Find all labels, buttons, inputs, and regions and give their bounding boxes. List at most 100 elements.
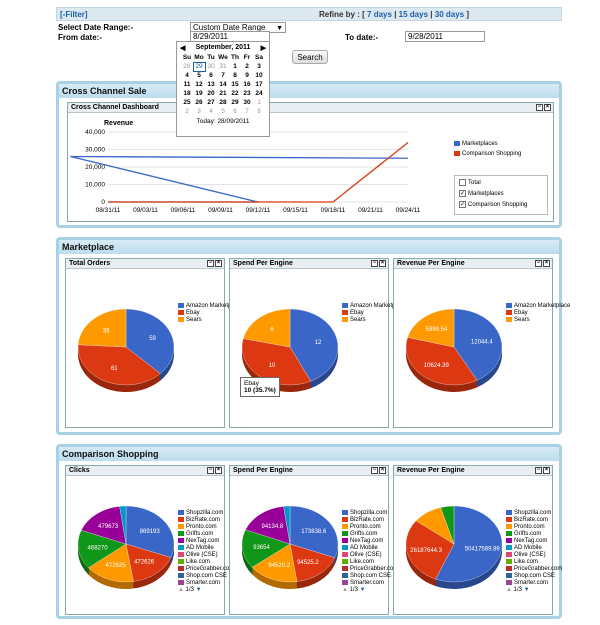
calendar-day[interactable]: 17 xyxy=(255,81,263,88)
filter-toggle-link[interactable]: [-Filter] xyxy=(60,10,88,19)
pie-slice[interactable] xyxy=(289,543,335,582)
calendar-day[interactable]: 5 xyxy=(197,72,201,80)
calendar-day[interactable]: 6 xyxy=(209,72,213,79)
pie-slice[interactable] xyxy=(81,506,127,545)
pie-slice[interactable] xyxy=(77,530,127,568)
minimize-icon[interactable]: − xyxy=(536,104,543,111)
calendar-day[interactable]: 3 xyxy=(197,108,201,115)
minimize-icon[interactable]: − xyxy=(535,467,542,474)
pie-slice[interactable] xyxy=(289,308,339,382)
calendar-day[interactable]: 23 xyxy=(243,90,251,97)
close-icon[interactable]: × xyxy=(215,260,222,267)
pie-slice[interactable] xyxy=(77,344,161,386)
calendar-day[interactable]: 1 xyxy=(233,63,237,70)
pie-slice[interactable] xyxy=(435,505,503,583)
pie-slice[interactable] xyxy=(241,338,312,386)
calendar-day[interactable]: 18 xyxy=(183,90,191,97)
calendar-day[interactable]: 27 xyxy=(207,99,215,106)
calendar-day[interactable]: 20 xyxy=(207,90,215,97)
calendar-day[interactable]: 25 xyxy=(183,99,191,106)
prev-month-icon[interactable]: ◀ xyxy=(180,45,186,52)
pie-slice[interactable] xyxy=(125,308,175,374)
calendar-day[interactable]: 9 xyxy=(245,72,249,79)
calendar-day[interactable]: 2 xyxy=(185,108,189,115)
close-icon[interactable]: × xyxy=(543,467,550,474)
calendar-day[interactable]: 7 xyxy=(245,108,249,115)
pie-slice[interactable] xyxy=(241,529,291,568)
calendar-day[interactable]: 29 xyxy=(231,99,239,106)
calendar-day[interactable]: 4 xyxy=(209,108,213,115)
calendar-day[interactable]: 6 xyxy=(233,108,237,115)
to-date-input[interactable]: 9/28/2011 xyxy=(405,31,485,42)
close-icon[interactable]: × xyxy=(215,467,222,474)
checkbox-comparison[interactable]: ✓ Comparison Shopping xyxy=(459,201,528,209)
calendar-day[interactable]: 8 xyxy=(257,108,261,115)
minimize-icon[interactable]: − xyxy=(371,467,378,474)
pie-slice[interactable] xyxy=(407,308,455,348)
calendar-day[interactable]: 15 xyxy=(231,81,239,88)
calendar-day[interactable]: 10 xyxy=(255,72,263,79)
calendar-day[interactable]: 28 xyxy=(219,99,227,106)
refine-30-days-link[interactable]: 30 days xyxy=(434,10,465,19)
pie-slice[interactable] xyxy=(125,543,172,582)
minimize-icon[interactable]: − xyxy=(371,260,378,267)
calendar-day[interactable]: 4 xyxy=(185,72,189,79)
legend-pager[interactable]: ▲ 1/3 ▼ xyxy=(178,587,202,593)
pie-slice[interactable] xyxy=(289,505,339,558)
refine-15-days-link[interactable]: 15 days xyxy=(398,10,429,19)
calendar-day[interactable]: 26 xyxy=(195,99,203,106)
minimize-icon[interactable]: − xyxy=(535,260,542,267)
calendar-day[interactable]: 19 xyxy=(195,90,203,97)
calendar-day[interactable]: 14 xyxy=(219,81,227,88)
pie-slice[interactable] xyxy=(125,505,175,558)
close-icon[interactable]: × xyxy=(379,467,386,474)
calendar-day[interactable]: 2 xyxy=(245,63,249,70)
pie-slice[interactable] xyxy=(77,308,127,348)
pie-legend: Amazon Marketplace Ebay Sears xyxy=(506,303,570,324)
calendar-day[interactable]: 12 xyxy=(195,81,203,88)
calendar-day[interactable]: 1 xyxy=(257,99,261,106)
calendar-day[interactable]: 5 xyxy=(221,108,225,115)
pie-slice[interactable] xyxy=(245,506,291,545)
pie-slice[interactable] xyxy=(453,308,503,381)
pie-slice[interactable] xyxy=(251,543,298,583)
y-tick-label: 10,000 xyxy=(85,182,105,189)
pie-legend: Amazon Marketplace Ebay Sears xyxy=(178,303,242,324)
close-icon[interactable]: × xyxy=(543,260,550,267)
calendar-day[interactable]: 31 xyxy=(219,63,227,70)
calendar-day[interactable]: 30 xyxy=(243,99,251,106)
next-month-icon[interactable]: ▶ xyxy=(260,45,266,52)
refine-7-days-link[interactable]: 7 days xyxy=(367,10,392,19)
chart-panel: Spend Per Engine − × 12 10 6 Amazon Marketplac… xyxy=(229,258,406,428)
search-button[interactable]: Search xyxy=(292,50,328,64)
calendar-day[interactable]: 13 xyxy=(207,81,215,88)
legend-pager[interactable]: ▲ 1/3 ▼ xyxy=(342,587,366,593)
calendar-day[interactable]: 30 xyxy=(207,63,215,70)
calendar-day[interactable]: 22 xyxy=(231,90,239,97)
checkbox-total[interactable]: Total xyxy=(459,179,543,190)
calendar-day[interactable]: 11 xyxy=(183,81,191,88)
close-icon[interactable]: × xyxy=(544,104,551,111)
calendar-day[interactable]: 16 xyxy=(243,81,251,88)
close-icon[interactable]: × xyxy=(379,260,386,267)
pie-slice[interactable] xyxy=(88,543,134,583)
checkbox-marketplaces[interactable]: ✓ Marketplaces xyxy=(459,190,504,198)
legend-pager[interactable]: ▲ 1/3 ▼ xyxy=(506,587,530,593)
calendar-day[interactable]: 28 xyxy=(183,63,191,70)
pie-slice[interactable] xyxy=(405,337,478,386)
calendar-day[interactable]: 21 xyxy=(219,90,227,97)
minimize-icon[interactable]: − xyxy=(207,260,214,267)
calendar-day[interactable]: 24 xyxy=(255,90,263,97)
calendar-day[interactable]: 29 xyxy=(192,61,206,72)
pie-slice[interactable] xyxy=(283,505,291,545)
calendar-day[interactable]: 8 xyxy=(233,72,237,79)
minimize-icon[interactable]: − xyxy=(207,467,214,474)
pie-slice[interactable] xyxy=(243,308,291,348)
pie-slice[interactable] xyxy=(405,520,455,580)
pie-slice[interactable] xyxy=(440,505,455,545)
pie-slice[interactable] xyxy=(119,505,127,545)
calendar-day[interactable]: 7 xyxy=(221,72,225,79)
calendar-today[interactable]: Today: 28/09/2011 xyxy=(196,118,250,125)
calendar-day[interactable]: 3 xyxy=(257,63,261,70)
legend-item: Sears xyxy=(506,317,570,324)
